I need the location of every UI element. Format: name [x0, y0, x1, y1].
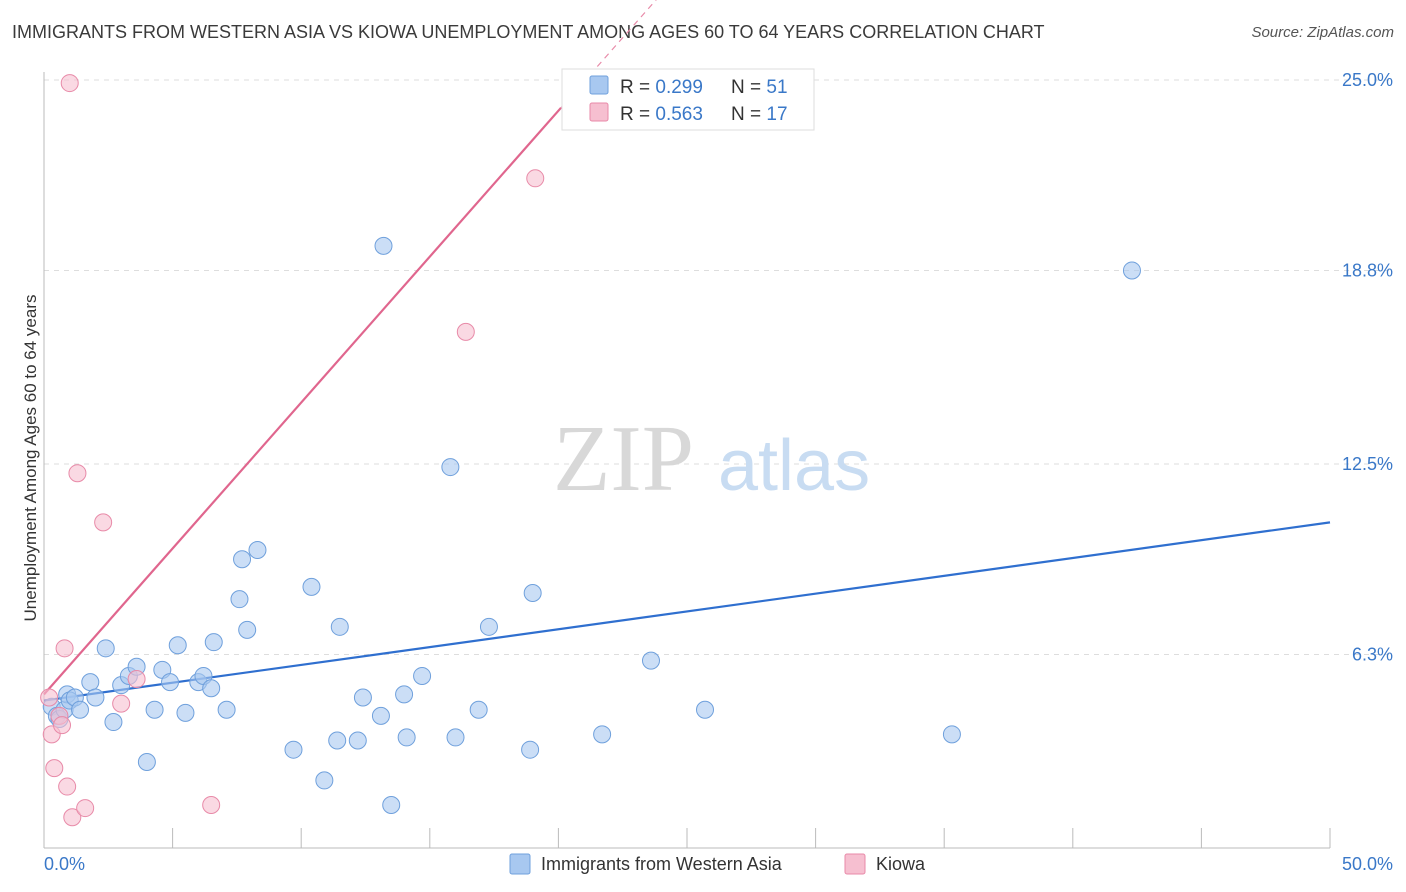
chart-title: IMMIGRANTS FROM WESTERN ASIA VS KIOWA UN… — [12, 22, 1045, 42]
western-asia-point — [328, 731, 347, 750]
western-asia-point — [96, 639, 115, 658]
western-asia-point — [202, 679, 221, 698]
western-asia-point — [413, 666, 432, 685]
western-asia-point — [86, 688, 105, 707]
kiowa-point — [40, 688, 59, 707]
western-asia-point — [233, 550, 252, 569]
kiowa-point — [55, 639, 74, 658]
western-asia-point — [145, 700, 164, 719]
western-asia-point — [353, 688, 372, 707]
y-tick-labels: 6.3% 12.5% 18.8% 25.0% — [1342, 70, 1393, 664]
western-asia-point — [315, 771, 334, 790]
western-asia-point — [382, 795, 401, 814]
kiowa-point — [53, 716, 72, 735]
kiowa-point — [68, 464, 87, 483]
western-asia-point — [696, 700, 715, 719]
watermark: ZIP atlas — [553, 407, 870, 511]
western-asia-point — [284, 740, 303, 759]
western-asia-point — [204, 633, 223, 652]
kiowa-point — [526, 169, 545, 188]
x-tick-labels: 0.0% 50.0% — [44, 854, 1393, 874]
western-asia-point — [1122, 261, 1141, 280]
kiowa-point — [112, 694, 131, 713]
western-asia-point — [302, 577, 321, 596]
legend-row1: R = 0.299 — [620, 77, 703, 98]
x-tick-label: 50.0% — [1342, 854, 1393, 874]
western-asia-point — [374, 236, 393, 255]
y-tick-label: 6.3% — [1352, 644, 1393, 664]
bottom-legend-label-pink: Kiowa — [876, 854, 926, 874]
western-asia-point — [137, 752, 156, 771]
kiowa-point — [456, 322, 475, 341]
kiowa-point — [76, 799, 95, 818]
kiowa-point — [58, 777, 77, 796]
bottom-legend-swatch-blue — [509, 853, 531, 875]
kiowa-point — [63, 808, 82, 827]
y-axis-label: Unemployment Among Ages 60 to 64 years — [21, 295, 40, 622]
axes — [43, 72, 1331, 849]
western-asia-point — [217, 700, 236, 719]
bottom-legend: Immigrants from Western Asia Kiowa — [509, 853, 926, 875]
western-asia-point — [446, 728, 465, 747]
western-asia-point — [168, 636, 187, 655]
kiowa-point — [60, 74, 79, 93]
western-asia-point — [348, 731, 367, 750]
legend-row2-n: N = 17 — [731, 104, 788, 125]
western-asia-point — [330, 617, 349, 636]
y-tick-label: 12.5% — [1342, 454, 1393, 474]
kiowa-point — [94, 513, 113, 532]
x-tick-label: 0.0% — [44, 854, 85, 874]
western-asia-point — [81, 673, 100, 692]
kiowa-point — [45, 759, 64, 778]
western-asia-point — [523, 584, 542, 603]
source-label: Source: ZipAtlas.com — [1251, 24, 1394, 41]
legend-swatch-pink — [589, 102, 609, 122]
data-points — [40, 74, 1141, 827]
kiowa-point — [127, 670, 146, 689]
western-asia-point — [521, 740, 540, 759]
western-asia-point — [71, 700, 90, 719]
watermark-atlas: atlas — [718, 426, 870, 506]
bottom-legend-label-blue: Immigrants from Western Asia — [541, 854, 783, 874]
watermark-zip: ZIP — [553, 407, 694, 511]
western-asia-point — [248, 541, 267, 560]
western-asia-point — [593, 725, 612, 744]
western-asia-point — [238, 620, 257, 639]
legend-row2: R = 0.563 — [620, 104, 703, 125]
western-asia-point — [641, 651, 660, 670]
bottom-legend-swatch-pink — [844, 853, 866, 875]
western-asia-trend-line — [43, 521, 1331, 702]
kiowa-point — [202, 795, 221, 814]
gridlines — [44, 79, 1392, 655]
western-asia-point — [395, 685, 414, 704]
western-asia-point — [441, 458, 460, 477]
western-asia-point — [104, 713, 123, 732]
western-asia-point — [161, 673, 180, 692]
western-asia-point — [371, 706, 390, 725]
western-asia-point — [469, 700, 488, 719]
western-asia-point — [942, 725, 961, 744]
western-asia-point — [230, 590, 249, 609]
legend-swatch-blue — [589, 75, 609, 95]
western-asia-point — [176, 703, 195, 722]
y-tick-label: 18.8% — [1342, 260, 1393, 280]
trend-lines — [43, 0, 1331, 702]
western-asia-point — [479, 617, 498, 636]
legend-row1-n: N = 51 — [731, 77, 788, 98]
legend: R = 0.299 N = 51 R = 0.563 N = 17 — [561, 68, 815, 131]
kiowa-trend-line — [43, 107, 562, 696]
y-tick-label: 25.0% — [1342, 70, 1393, 90]
western-asia-point — [397, 728, 416, 747]
